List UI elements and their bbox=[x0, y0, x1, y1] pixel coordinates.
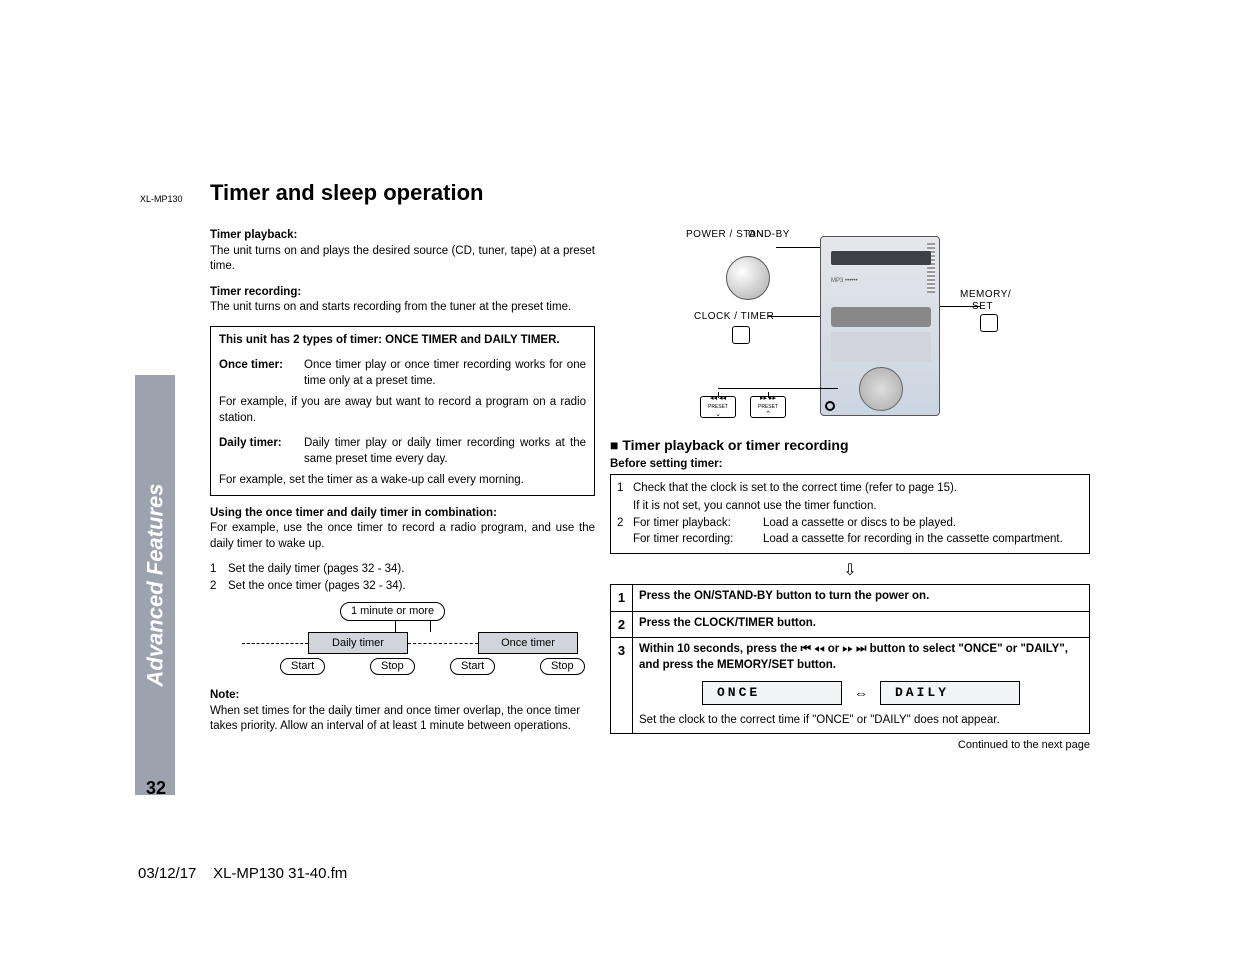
right-column: ON POWER / STAND-BY CLOCK / TIMER MP3 ••… bbox=[610, 228, 1090, 753]
bidir-arrow-icon: ⇔ bbox=[854, 684, 868, 703]
example-text: For example, if you are away but want to… bbox=[219, 395, 586, 426]
heading: Timer recording: bbox=[210, 286, 301, 298]
list-num: 1 bbox=[210, 562, 228, 578]
body-text: When set times for the daily timer and o… bbox=[210, 705, 580, 733]
step-num: 1 bbox=[611, 585, 633, 611]
sub-text: Load a cassette for recording in the cas… bbox=[763, 532, 1063, 548]
sub-text: Load a cassette or discs to be played. bbox=[763, 516, 956, 532]
model-code: XL-MP130 bbox=[140, 194, 183, 204]
def-text: Daily timer play or daily timer recordin… bbox=[304, 436, 586, 467]
sub-heading: Before setting timer: bbox=[610, 457, 1090, 473]
rewind-icon: ⏮ ◂◂ bbox=[801, 643, 825, 655]
timeline-marker: Start bbox=[280, 658, 325, 675]
precondition-box: 1Check that the clock is set to the corr… bbox=[610, 474, 1090, 554]
section-heading: Timer playback or timer recording bbox=[610, 436, 1090, 455]
list-item: Check that the clock is set to the corre… bbox=[633, 481, 957, 497]
lcd-display: DAILY bbox=[880, 681, 1020, 705]
body-text: For example, use the once timer to recor… bbox=[210, 522, 595, 550]
section-tab: Advanced Features bbox=[135, 375, 175, 795]
page-number: 32 bbox=[146, 778, 166, 799]
preset-button-icon: ▸▸ ▸▸ PRESET ⌃ bbox=[750, 396, 786, 418]
knob-icon bbox=[726, 256, 770, 300]
list-item: Set the once timer (pages 32 - 34). bbox=[228, 579, 406, 595]
button-icon bbox=[980, 314, 998, 332]
heading: Note: bbox=[210, 689, 239, 701]
preset-button-icon: ◂◂ ◂◂ PRESET ⌄ bbox=[700, 396, 736, 418]
step-note: Set the clock to the correct time if "ON… bbox=[639, 713, 1083, 729]
device-diagram: ON POWER / STAND-BY CLOCK / TIMER MP3 ••… bbox=[680, 228, 1020, 428]
body-text: The unit turns on and plays the desired … bbox=[210, 245, 595, 273]
step-text: Press the ON/STAND-BY button to turn the… bbox=[633, 585, 1089, 611]
sub-label: For timer recording: bbox=[633, 532, 763, 548]
timeline-bar-daily: Daily timer bbox=[308, 632, 408, 654]
lcd-display: ONCE bbox=[702, 681, 842, 705]
def-label: Daily timer: bbox=[219, 436, 304, 467]
step-text: Press the CLOCK/TIMER button. bbox=[633, 612, 1089, 638]
timeline-marker: Stop bbox=[370, 658, 415, 675]
footer-date: 03/12/17 bbox=[138, 865, 196, 882]
example-text: For example, set the timer as a wake-up … bbox=[219, 473, 586, 489]
forward-icon: ▸▸ ⏭ bbox=[842, 643, 866, 655]
step-num: 3 bbox=[611, 638, 633, 733]
timer-types-box: This unit has 2 types of timer: ONCE TIM… bbox=[210, 326, 595, 496]
list-num: 2 bbox=[617, 516, 633, 547]
body-text: The unit turns on and starts recording f… bbox=[210, 301, 571, 313]
callout-label: CLOCK / TIMER bbox=[694, 310, 774, 324]
list-num: 1 bbox=[617, 481, 633, 497]
arrow-down-icon: ⇩ bbox=[610, 560, 1090, 582]
steps-table: 1 Press the ON/STAND-BY button to turn t… bbox=[610, 584, 1090, 734]
callout-label: POWER / STAND-BY bbox=[686, 228, 790, 242]
timeline-marker: Stop bbox=[540, 658, 585, 675]
left-column: Timer playback: The unit turns on and pl… bbox=[210, 228, 595, 735]
manual-page: Advanced Features 32 XL-MP130 Timer and … bbox=[140, 180, 1090, 800]
footer-file: XL-MP130 31-40.fm bbox=[213, 865, 347, 882]
button-icon bbox=[732, 326, 750, 344]
continued-label: Continued to the next page bbox=[610, 738, 1090, 753]
section-tab-label: Advanced Features bbox=[142, 484, 168, 687]
list-item: If it is not set, you cannot use the tim… bbox=[633, 499, 877, 515]
box-intro: This unit has 2 types of timer: ONCE TIM… bbox=[219, 333, 586, 349]
step-num: 2 bbox=[611, 612, 633, 638]
page-title: Timer and sleep operation bbox=[210, 180, 483, 206]
timeline-marker: Start bbox=[450, 658, 495, 675]
step-text: Within 10 seconds, press the ⏮ ◂◂ or ▸▸ … bbox=[633, 638, 1089, 733]
list-item: Set the daily timer (pages 32 - 34). bbox=[228, 562, 404, 578]
timeline-bar-once: Once timer bbox=[478, 632, 578, 654]
footer: 03/12/17 XL-MP130 31-40.fm bbox=[138, 865, 347, 882]
heading: Using the once timer and daily timer in … bbox=[210, 507, 497, 519]
def-label: Once timer: bbox=[219, 358, 304, 389]
timeline-caption: 1 minute or more bbox=[340, 602, 445, 621]
sub-label: For timer playback: bbox=[633, 516, 763, 532]
list-num: 2 bbox=[210, 579, 228, 595]
def-text: Once timer play or once timer recording … bbox=[304, 358, 586, 389]
timeline-diagram: 1 minute or more Daily timer Once timer … bbox=[210, 602, 590, 682]
device-body: MP3 •••••• bbox=[820, 236, 940, 416]
heading: Timer playback: bbox=[210, 229, 297, 241]
